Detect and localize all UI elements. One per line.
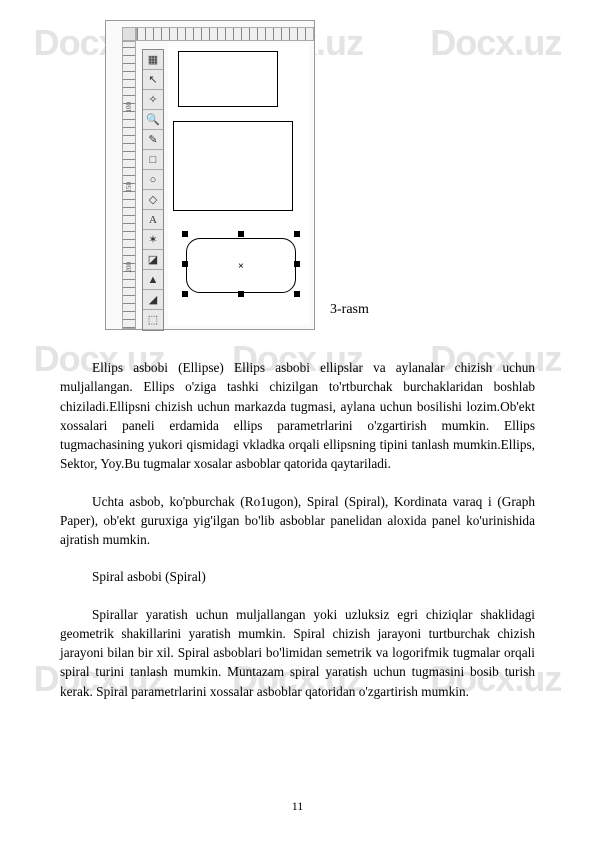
drawing-canvas: × — [168, 43, 310, 325]
page-content: 100 150 200 ▦ ↖ ✧ 🔍 ✎ □ ○ ◇ A ✶ ◪ ▲ ◢ ⬚ — [0, 0, 595, 701]
ruler-mark: 100 — [125, 102, 133, 113]
tool-icon: ✎ — [143, 130, 163, 150]
ruler-horizontal — [136, 27, 314, 41]
center-marker: × — [238, 261, 244, 272]
figure-caption: 3-rasm — [330, 302, 369, 318]
selection-handle — [294, 291, 300, 297]
ruler-vertical: 100 150 200 — [122, 41, 136, 329]
paragraph-spiral-title: Spiral asbobi (Spiral) — [60, 567, 535, 586]
ruler-corner — [122, 27, 136, 41]
tool-icon: ▦ — [143, 50, 163, 70]
tool-icon: 🔍 — [143, 110, 163, 130]
tool-icon: ↖ — [143, 70, 163, 90]
tool-icon: A — [143, 210, 163, 230]
tool-icon: □ — [143, 150, 163, 170]
toolbox-palette: ▦ ↖ ✧ 🔍 ✎ □ ○ ◇ A ✶ ◪ ▲ ◢ ⬚ — [142, 49, 164, 331]
rectangle-shape — [178, 51, 278, 107]
selection-handle — [238, 291, 244, 297]
selection-handle — [182, 291, 188, 297]
tool-icon: ◇ — [143, 190, 163, 210]
figure-3: 100 150 200 ▦ ↖ ✧ 🔍 ✎ □ ○ ◇ A ✶ ◪ ▲ ◢ ⬚ — [105, 20, 405, 340]
coreldraw-screenshot: 100 150 200 ▦ ↖ ✧ 🔍 ✎ □ ○ ◇ A ✶ ◪ ▲ ◢ ⬚ — [105, 20, 315, 330]
rectangle-shape — [173, 121, 293, 211]
ruler-mark: 200 — [125, 262, 133, 273]
selection-handle — [294, 231, 300, 237]
selection-handle — [238, 231, 244, 237]
selection-handle — [182, 231, 188, 237]
paragraph-ellipse: Ellips asbobi (Ellipse) Ellips asbobi el… — [60, 358, 535, 474]
tool-icon: ✶ — [143, 230, 163, 250]
selection-handle — [294, 261, 300, 267]
tool-icon: ◢ — [143, 290, 163, 310]
tool-icon: ◪ — [143, 250, 163, 270]
tool-icon: ○ — [143, 170, 163, 190]
paragraph-tools: Uchta asbob, ko'pburchak (Ro1ugon), Spir… — [60, 492, 535, 550]
tool-icon: ▲ — [143, 270, 163, 290]
selection-handle — [182, 261, 188, 267]
tool-icon: ⬚ — [143, 310, 163, 330]
tool-icon: ✧ — [143, 90, 163, 110]
page-number: 11 — [0, 799, 595, 814]
ruler-mark: 150 — [125, 182, 133, 193]
paragraph-spiral: Spirallar yaratish uchun muljallangan yo… — [60, 605, 535, 701]
